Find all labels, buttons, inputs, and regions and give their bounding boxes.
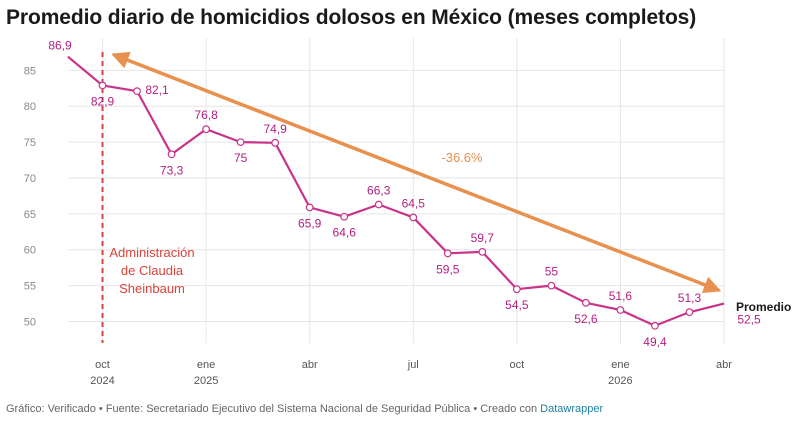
data-point [409,213,418,222]
data-point [340,212,349,221]
change-arrow [111,51,722,294]
data-label: 65,9 [298,216,322,230]
data-label: 76,8 [194,108,218,122]
y-tick-label: 85 [24,65,36,77]
chart-footer: Gráfico: Verificado • Fuente: Secretaria… [6,403,603,415]
data-point [202,125,211,134]
data-label: 51,3 [678,291,702,305]
y-tick-label: 70 [24,173,36,185]
data-point [512,285,521,294]
x-tick-label: ene [611,359,629,371]
data-point [478,247,487,256]
footer-text: Gráfico: Verificado • Fuente: Secretaria… [6,403,541,415]
data-label: 49,4 [643,335,667,349]
data-point [616,306,625,314]
data-label: 82,1 [145,83,169,97]
y-tick-label: 50 [24,316,36,328]
data-label: 66,3 [367,184,391,198]
data-label: 55 [545,265,559,279]
data-label: 74,9 [263,122,287,136]
data-point [305,203,314,212]
data-label: 73,3 [160,163,184,177]
x-tick-label: ene [197,359,215,371]
series-line [67,55,725,327]
series-end-label: Promedio [736,300,791,314]
datawrapper-link[interactable]: Datawrapper [540,403,604,415]
data-label: 52,6 [574,312,598,326]
chart-title: Promedio diario de homicidios dolosos en… [6,6,697,29]
data-point [133,87,141,96]
data-point [651,321,659,330]
data-label: 86,9 [48,39,72,53]
administration-label: Administración de Claudia Sheinbaum [109,245,194,296]
x-tick-label: jul [407,359,419,371]
data-point [443,249,452,258]
x-tick-label: oct [95,359,110,371]
line-chart: 50 55 60 65 70 75 80 85 oct 2024 ene 2025 abr jul oct e… [24,38,791,387]
data-point [547,281,556,290]
y-tick-label: 75 [24,137,36,149]
data-point [98,81,107,90]
x-tick-year: 2026 [608,375,632,387]
data-label: 51,6 [609,289,633,303]
data-point [685,308,694,317]
data-label: 64,5 [402,196,426,210]
x-tick-label: abr [302,359,318,371]
data-point [271,138,280,147]
data-point [374,200,383,209]
data-label: 59,7 [471,231,495,245]
data-label: 52,5 [737,313,761,327]
x-tick-label: oct [509,359,524,371]
change-label: -36.6% [441,150,483,165]
data-label: 54,5 [505,298,529,312]
data-label: 64,6 [333,226,357,240]
administration-label-line: Administración [109,245,194,260]
data-point [167,150,176,159]
y-tick-label: 55 [24,281,36,293]
y-tick-label: 60 [24,245,36,257]
data-label: 59,5 [436,262,460,276]
y-tick-label: 80 [24,101,36,113]
x-tick-year: 2024 [90,375,114,387]
x-tick-year: 2025 [194,375,218,387]
data-point [236,138,245,147]
y-tick-label: 65 [24,209,36,221]
data-point [581,298,590,307]
data-label: 75 [234,151,248,165]
administration-label-line: de Claudia [121,263,184,278]
data-label: 82,9 [91,94,115,108]
administration-label-line: Sheinbaum [119,281,185,296]
x-tick-label: abr [716,359,732,371]
